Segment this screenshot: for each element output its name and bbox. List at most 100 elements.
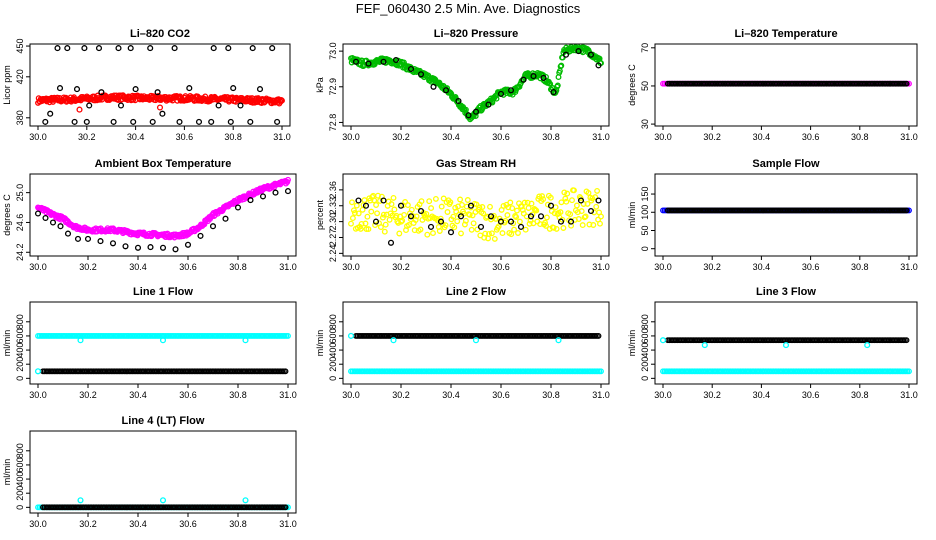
data-point	[381, 228, 388, 235]
data-point	[147, 45, 154, 52]
data-point	[390, 337, 397, 344]
x-tick-label: 31.0	[279, 390, 297, 400]
data-point	[470, 220, 477, 227]
data-point	[522, 226, 529, 233]
data-point	[76, 106, 83, 113]
data-point	[373, 202, 380, 208]
data-point	[594, 187, 601, 194]
data-point	[437, 218, 445, 225]
data-point	[486, 230, 492, 237]
data-point	[171, 45, 178, 52]
x-tick-label: 30.4	[127, 132, 145, 142]
data-point	[379, 214, 386, 221]
plot-frame	[654, 173, 918, 257]
data-point	[355, 197, 362, 204]
data-point	[371, 197, 378, 204]
y-tick-label: 72.8	[328, 114, 338, 132]
data-point	[536, 193, 543, 200]
data-point	[561, 189, 568, 196]
y-tick-label: 24.2	[15, 244, 25, 262]
chart-title: Gas Stream RH	[436, 158, 516, 170]
y-tick-label: 800	[328, 314, 338, 329]
x-tick-label: 31.0	[900, 262, 918, 272]
data-point	[479, 204, 486, 210]
plot-frame	[342, 43, 610, 127]
data-point	[511, 226, 518, 233]
data-point	[227, 118, 234, 125]
data-point	[507, 87, 515, 94]
data-point	[156, 104, 164, 111]
data-point	[365, 226, 372, 233]
data-point	[466, 211, 473, 218]
data-point	[284, 188, 292, 195]
data-point	[222, 215, 229, 222]
x-tick-label: 30.4	[442, 262, 460, 272]
data-point	[247, 197, 254, 204]
data-point	[507, 218, 515, 225]
y-tick-label: 0	[640, 246, 650, 251]
data-point	[242, 337, 249, 344]
data-point	[480, 210, 487, 217]
x-tick-label: 30.8	[542, 132, 560, 142]
chart-title: Li–820 Pressure	[434, 28, 518, 40]
data-point	[397, 202, 405, 209]
x-tick-label: 30.8	[224, 132, 242, 142]
data-point	[77, 497, 84, 504]
data-point	[543, 214, 550, 221]
chart-panel-1: Li–820 CO2 Licor ppm 30.0 30.2 30.4 30.6 30.8 3…	[2, 28, 291, 142]
y-tick-label: 400	[15, 472, 25, 487]
data-point	[417, 226, 424, 233]
x-tick-label: 30.6	[179, 519, 197, 529]
data-point	[592, 194, 599, 201]
chart-panel-9: Line 3 Flow ml/min 30.0 30.2 30.4 30.6 30.8 31.…	[627, 286, 918, 400]
data-point	[362, 220, 369, 227]
data-point	[497, 218, 505, 225]
x-tick-label: 30.8	[542, 262, 560, 272]
y-tick-label: 70	[640, 43, 650, 53]
x-tick-label: 30.4	[442, 132, 460, 142]
x-tick-label: 30.4	[753, 390, 771, 400]
data-point	[533, 207, 540, 214]
x-tick-label: 31.0	[592, 390, 610, 400]
data-point	[42, 214, 49, 222]
data-point	[542, 219, 548, 226]
data-point	[73, 86, 81, 93]
x-tick-label: 30.6	[492, 262, 510, 272]
data-point	[906, 368, 912, 375]
data-point	[209, 223, 217, 230]
data-point	[197, 232, 204, 239]
data-point	[487, 213, 495, 220]
y-tick-label: 380	[15, 110, 25, 125]
series-group	[35, 497, 291, 511]
data-point	[581, 214, 588, 221]
data-point	[472, 108, 480, 115]
data-point	[495, 223, 502, 230]
x-tick-label: 30.0	[654, 262, 672, 272]
data-point	[364, 213, 371, 220]
data-point	[442, 87, 450, 94]
y-tick-label: 200	[328, 357, 338, 372]
plot-frame	[654, 43, 918, 127]
y-tick-label: 25.0	[15, 184, 25, 202]
data-point	[237, 102, 244, 109]
data-point	[864, 342, 871, 349]
data-point	[368, 208, 375, 215]
data-point	[585, 189, 592, 196]
y-tick-label: 800	[15, 314, 25, 329]
data-point	[359, 206, 366, 213]
x-tick-label: 30.6	[179, 262, 197, 272]
data-point	[440, 195, 447, 202]
data-point	[571, 187, 577, 194]
data-point	[412, 217, 419, 223]
data-point	[504, 212, 511, 219]
data-point	[567, 211, 574, 218]
y-axis-label: kPa	[315, 77, 325, 93]
data-point	[589, 195, 596, 202]
data-point	[242, 497, 249, 504]
x-tick-label: 30.8	[229, 262, 247, 272]
chart-title: Line 2 Flow	[446, 286, 506, 298]
data-point	[567, 218, 575, 225]
data-point	[282, 368, 289, 375]
data-point	[247, 118, 254, 125]
data-point	[458, 230, 464, 237]
